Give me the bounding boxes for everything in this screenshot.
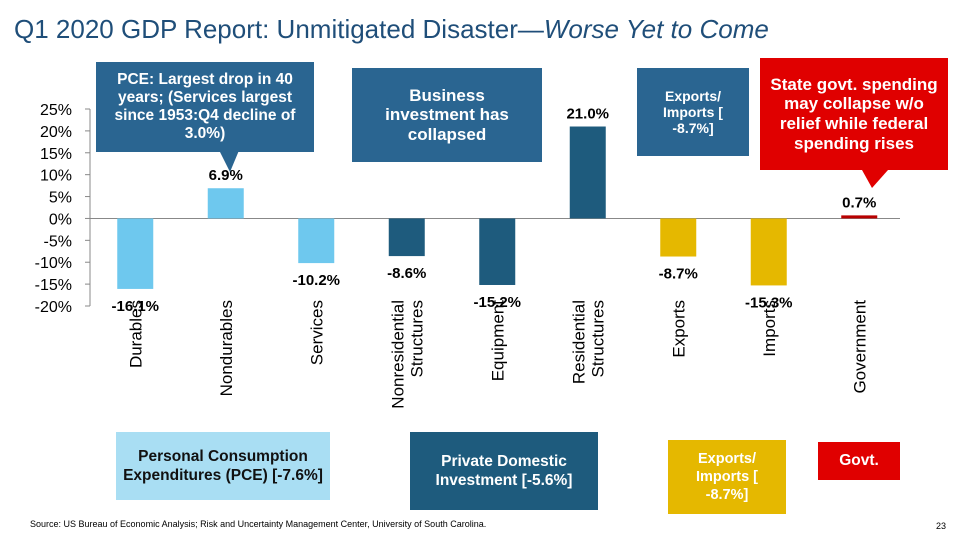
bar-1 (207, 188, 244, 219)
govt-group-label: Govt. (839, 452, 879, 470)
source-note: Source: US Bureau of Economic Analysis; … (30, 519, 487, 529)
pce-group-label: Personal Consumption Expenditures (PCE) … (123, 447, 323, 484)
title-italic: Worse Yet to Come (543, 14, 769, 44)
y-tick-label: -10% (35, 255, 72, 272)
exports-callout-text: Exports/ Imports [ -8.7%] (663, 87, 723, 137)
data-label: -15.2% (473, 294, 521, 311)
bar-5 (569, 126, 606, 219)
data-label: 21.0% (566, 106, 609, 123)
exports-group-label: Exports/ Imports [ -8.7%] (695, 450, 759, 504)
pce-group-box: Personal Consumption Expenditures (PCE) … (116, 432, 330, 500)
data-label: -8.7% (659, 266, 698, 283)
y-tick-label: 25% (40, 102, 72, 119)
govt-group-box: Govt. (818, 442, 900, 480)
data-label: 6.9% (209, 167, 243, 184)
y-tick-label: 5% (49, 190, 72, 207)
data-label: 0.7% (842, 194, 876, 211)
data-label: -8.6% (387, 265, 426, 282)
exports-group-box: Exports/ Imports [ -8.7%] (668, 440, 786, 514)
bar-4 (479, 218, 516, 285)
y-tick-label: 0% (49, 211, 72, 228)
state-callout-pointer (862, 170, 888, 188)
pce-callout: PCE: Largest drop in 40 years; (Services… (96, 62, 314, 152)
category-label: Equipment (488, 300, 507, 382)
bar-8 (841, 215, 878, 219)
y-tick-label: 10% (40, 168, 72, 185)
bar-6 (660, 218, 697, 257)
category-label: Durables (126, 300, 145, 368)
bar-3 (388, 218, 425, 257)
category-label: Exports (669, 300, 688, 358)
pce-callout-pointer (218, 148, 240, 172)
category-label: Nondurables (217, 300, 236, 396)
business-callout: Business investment has collapsed (352, 68, 542, 162)
category-label: Services (307, 300, 326, 365)
category-label: Imports (760, 300, 779, 357)
state-govt-callout-text: State govt. spending may collapse w/o re… (770, 74, 938, 153)
category-label: Government (850, 300, 869, 394)
state-govt-callout: State govt. spending may collapse w/o re… (760, 58, 948, 170)
y-tick-label: 20% (40, 124, 72, 141)
investment-group-box: Private Domestic Investment [-5.6%] (410, 432, 598, 510)
y-tick-label: -20% (35, 299, 72, 316)
business-callout-text: Business investment has collapsed (385, 85, 509, 144)
bar-2 (298, 218, 335, 264)
title-main: Q1 2020 GDP Report: Unmitigated Disaster… (14, 14, 544, 44)
data-label: -16.1% (111, 298, 159, 315)
y-tick-label: -5% (44, 233, 72, 250)
page-number: 23 (936, 521, 947, 531)
page-title: Q1 2020 GDP Report: Unmitigated Disaster… (14, 14, 769, 45)
bar-7 (750, 218, 787, 286)
bar-0 (117, 218, 154, 289)
data-label: -10.2% (292, 272, 340, 289)
category-label: NonresidentialStructures (388, 300, 426, 409)
data-label: -15.3% (745, 294, 793, 311)
pce-callout-text: PCE: Largest drop in 40 years; (Services… (114, 71, 296, 142)
category-label: ResidentialStructures (569, 300, 607, 384)
y-tick-label: -15% (35, 277, 72, 294)
investment-group-label: Private Domestic Investment [-5.6%] (435, 452, 573, 489)
y-tick-label: 15% (40, 146, 72, 163)
exports-callout: Exports/ Imports [ -8.7%] (637, 68, 749, 156)
